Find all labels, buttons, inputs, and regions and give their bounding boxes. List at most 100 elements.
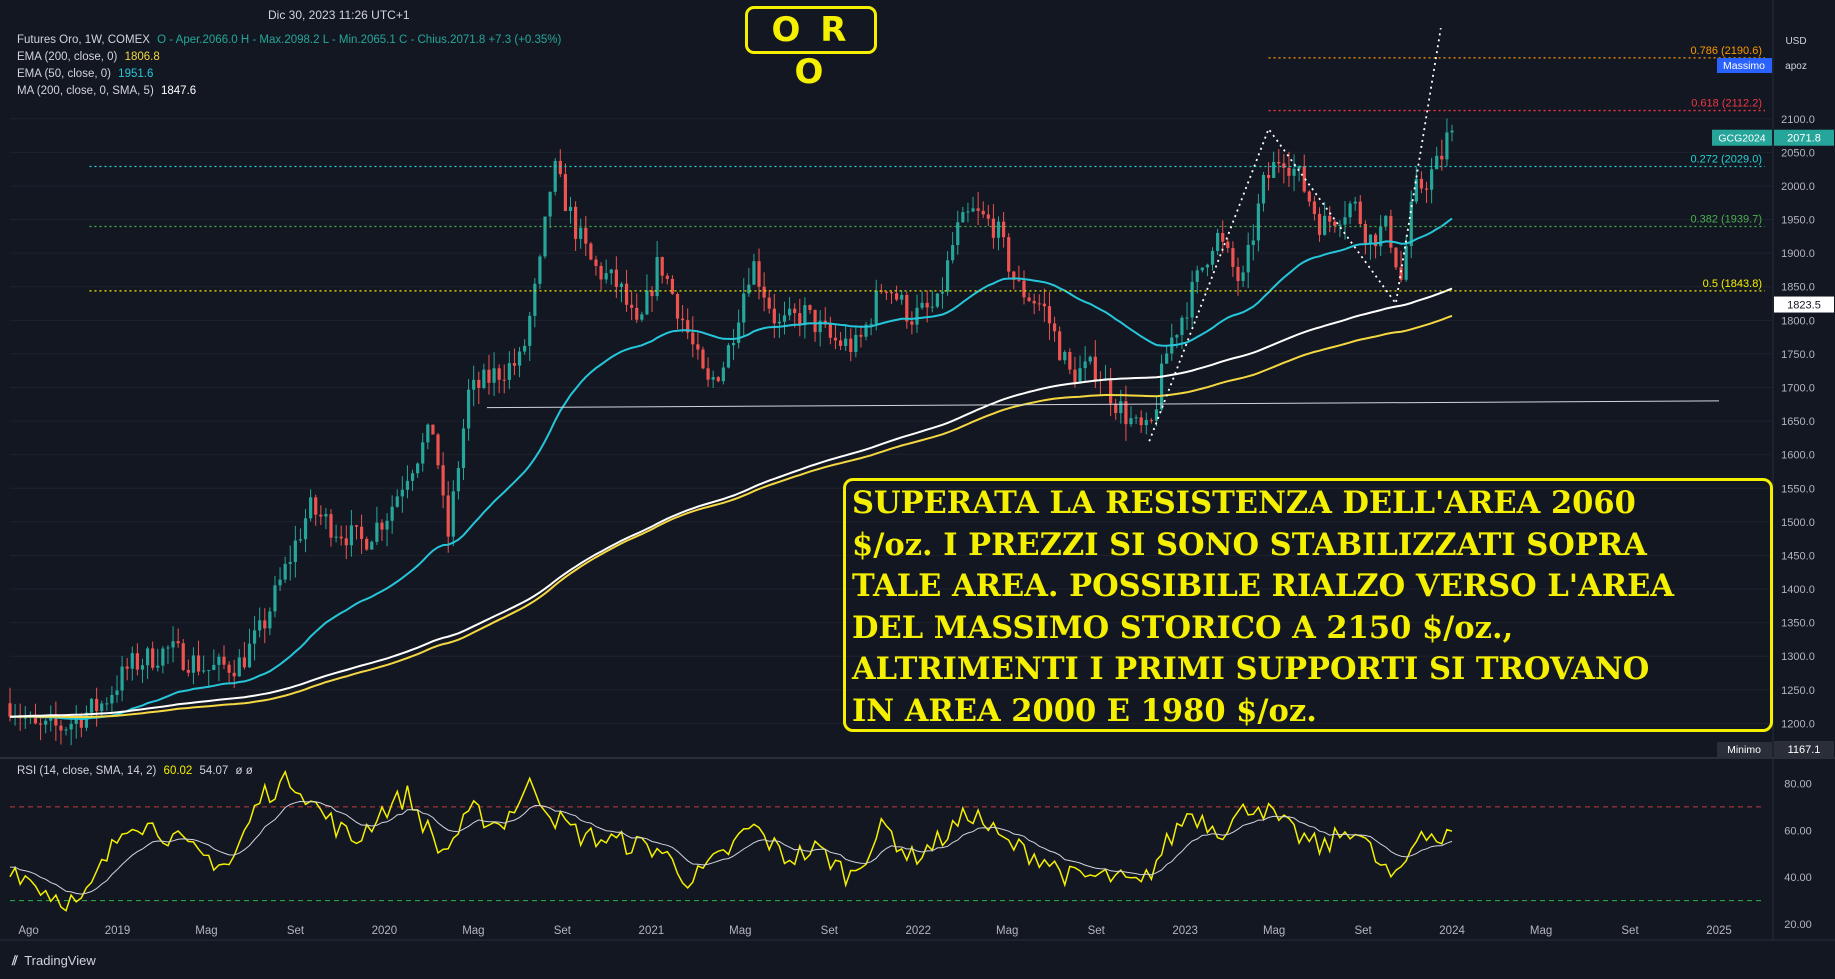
- candle-body: [1109, 378, 1113, 404]
- candle-body: [1241, 272, 1245, 281]
- candle-body: [1231, 248, 1235, 267]
- candle-body: [1368, 234, 1373, 244]
- candle-body: [461, 428, 466, 468]
- price-tick-label: 1700.0: [1781, 383, 1815, 395]
- candle-body: [706, 368, 710, 380]
- crosshair-price-tag: 1823.5: [1787, 300, 1821, 312]
- candle-body: [186, 669, 190, 673]
- candle-body: [609, 269, 613, 274]
- candle-body: [1261, 174, 1266, 204]
- price-tick-label: 1400.0: [1781, 584, 1815, 596]
- rsi-tick-label: 80.00: [1784, 778, 1812, 790]
- rsi-tick-label: 40.00: [1784, 872, 1812, 884]
- candle-body: [1190, 281, 1194, 318]
- candle-body: [854, 334, 858, 352]
- candle-body: [451, 491, 455, 537]
- candle-body: [1114, 403, 1118, 414]
- tradingview-logo[interactable]: ⫽ TradingView: [12, 953, 96, 969]
- candle-body: [630, 304, 634, 308]
- candle-body: [196, 655, 201, 672]
- candle-body: [711, 377, 715, 380]
- rsi-label: RSI (14, close, SMA, 14, 2): [17, 765, 157, 777]
- scale-mode-button[interactable]: apoz: [1776, 56, 1816, 78]
- candle-body: [701, 349, 705, 369]
- candle-body: [303, 518, 308, 540]
- candle-body: [782, 315, 787, 322]
- candle-body: [961, 212, 965, 223]
- candle-body: [655, 257, 659, 297]
- candle-body: [1384, 215, 1388, 227]
- candle-body: [309, 497, 313, 519]
- candle-body: [1058, 331, 1062, 361]
- candle-body: [1373, 234, 1378, 247]
- price-tick-label: 1650.0: [1781, 416, 1815, 428]
- currency-button[interactable]: USD: [1776, 31, 1816, 53]
- candle-body: [803, 305, 807, 326]
- candle-body: [212, 664, 216, 670]
- ema200-legend[interactable]: EMA (200, close, 0) 1806.8: [17, 51, 160, 63]
- candle-body: [665, 275, 669, 279]
- candle-body: [864, 324, 868, 337]
- time-tick-label: Set: [1088, 925, 1106, 937]
- candle-body: [1353, 201, 1357, 204]
- candle-body: [1358, 201, 1362, 225]
- price-tick-label: 2050.0: [1781, 147, 1815, 159]
- candle-body: [1068, 351, 1072, 370]
- candle-body: [1088, 356, 1092, 362]
- candle-body: [813, 309, 817, 333]
- candle-body: [737, 322, 741, 344]
- price-tick-label: 1300.0: [1781, 651, 1815, 663]
- current-price-tag: 2071.8: [1787, 133, 1821, 145]
- time-tick-label: 2019: [105, 925, 131, 937]
- rsi-tick-label: 20.00: [1784, 919, 1812, 931]
- candle-body: [691, 332, 695, 345]
- candle-body: [89, 698, 94, 713]
- candle-body: [349, 525, 353, 546]
- fib-level-label: 0.618 (2112.2): [1691, 98, 1762, 110]
- symbol-legend[interactable]: Futures Oro, 1W, COMEX O - Aper.2066.0 H…: [17, 34, 561, 46]
- candle-body: [1032, 300, 1036, 304]
- candle-body: [1251, 240, 1255, 245]
- candle-body: [1083, 361, 1087, 369]
- candle-body: [151, 648, 155, 668]
- candle-body: [237, 657, 241, 677]
- candle-body: [370, 541, 374, 550]
- candle-body: [232, 672, 236, 677]
- time-tick-label: Set: [554, 925, 572, 937]
- candle-body: [553, 160, 557, 192]
- candle-body: [1063, 351, 1067, 361]
- rsi-tick-label: 60.00: [1784, 825, 1812, 837]
- candle-body: [538, 256, 542, 284]
- candle-body: [105, 703, 109, 705]
- candle-body: [798, 313, 802, 326]
- ma200-value: 1847.6: [160, 85, 197, 97]
- candle-body: [523, 345, 527, 352]
- candle-body: [1389, 215, 1393, 248]
- candle-body: [757, 261, 761, 287]
- ma200-line: [9, 287, 1453, 718]
- candle-body: [966, 211, 970, 213]
- rsi-ma-value: 54.07: [199, 765, 229, 777]
- ma200-legend[interactable]: MA (200, close, 0, SMA, 5) 1847.6: [17, 85, 196, 97]
- candle-body: [930, 306, 934, 308]
- candle-body: [44, 720, 48, 725]
- price-tick-label: 1500.0: [1781, 517, 1815, 529]
- candle-body: [507, 363, 511, 380]
- candle-body: [731, 343, 736, 346]
- time-tick-label: 2023: [1172, 925, 1198, 937]
- candle-body: [971, 208, 975, 212]
- candle-body: [242, 657, 246, 668]
- candle-body: [1450, 130, 1454, 133]
- candle-body: [849, 338, 853, 352]
- time-tick-label: 2025: [1706, 925, 1732, 937]
- rsi-legend[interactable]: RSI (14, close, SMA, 14, 2) 60.02 54.07 …: [17, 765, 253, 777]
- ema200-line: [10, 314, 1453, 718]
- crosshair-price-tag-bg: [1774, 296, 1834, 313]
- candle-body: [217, 656, 221, 665]
- candle-body: [54, 716, 58, 726]
- candle-body: [441, 465, 445, 496]
- ema50-legend[interactable]: EMA (50, close, 0) 1951.6: [17, 68, 153, 80]
- candle-body: [273, 585, 277, 612]
